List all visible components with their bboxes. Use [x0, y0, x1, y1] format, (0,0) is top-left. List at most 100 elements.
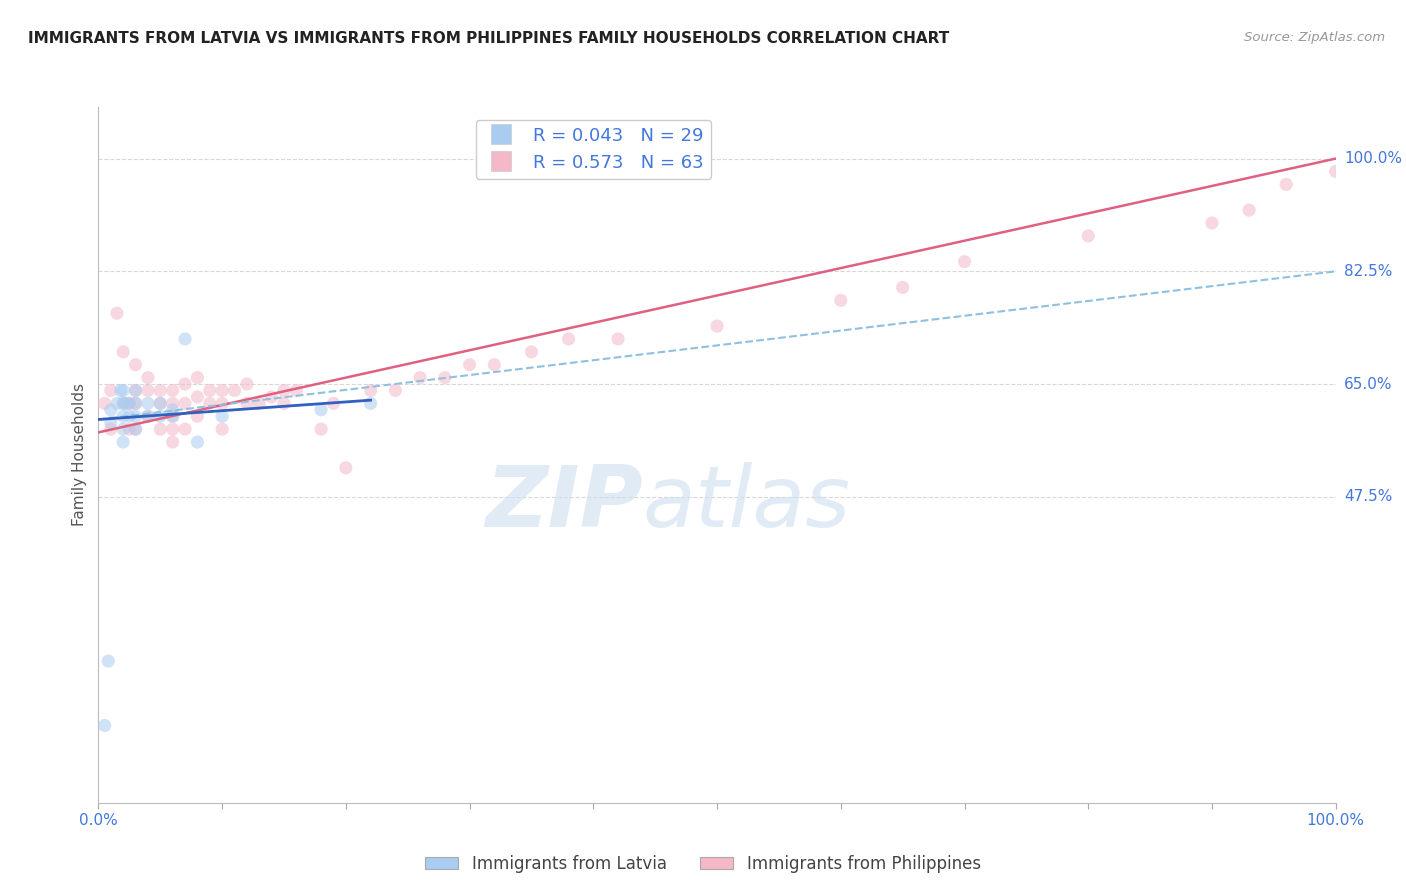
- Point: [174, 332, 197, 346]
- Point: [211, 422, 233, 436]
- Point: [162, 409, 184, 424]
- Point: [136, 409, 159, 424]
- Point: [174, 396, 197, 410]
- Point: [112, 435, 135, 450]
- Point: [309, 402, 332, 417]
- Point: [260, 390, 283, 404]
- Point: [174, 377, 197, 392]
- Text: 65.0%: 65.0%: [1344, 376, 1392, 392]
- Point: [112, 422, 135, 436]
- Point: [100, 416, 122, 430]
- Point: [105, 396, 128, 410]
- Point: [93, 718, 115, 732]
- Point: [273, 396, 295, 410]
- Point: [706, 319, 728, 334]
- Point: [1324, 164, 1347, 178]
- Point: [136, 396, 159, 410]
- Point: [136, 409, 159, 424]
- Point: [112, 384, 135, 398]
- Legend: R = 0.043   N = 29, R = 0.573   N = 63: R = 0.043 N = 29, R = 0.573 N = 63: [475, 120, 711, 179]
- Point: [273, 384, 295, 398]
- Point: [118, 396, 141, 410]
- Point: [149, 396, 172, 410]
- Point: [93, 396, 115, 410]
- Point: [105, 306, 128, 320]
- Point: [112, 396, 135, 410]
- Point: [186, 435, 208, 450]
- Point: [198, 396, 221, 410]
- Text: 47.5%: 47.5%: [1344, 490, 1392, 504]
- Point: [124, 422, 146, 436]
- Point: [1275, 178, 1298, 192]
- Point: [114, 396, 136, 410]
- Point: [247, 396, 270, 410]
- Point: [149, 409, 172, 424]
- Point: [124, 384, 146, 398]
- Point: [118, 409, 141, 424]
- Point: [162, 384, 184, 398]
- Text: Source: ZipAtlas.com: Source: ZipAtlas.com: [1244, 31, 1385, 45]
- Point: [118, 422, 141, 436]
- Point: [162, 422, 184, 436]
- Point: [520, 344, 543, 359]
- Point: [224, 384, 246, 398]
- Point: [484, 358, 506, 372]
- Point: [118, 396, 141, 410]
- Point: [124, 409, 146, 424]
- Point: [162, 409, 184, 424]
- Point: [100, 402, 122, 417]
- Point: [211, 409, 233, 424]
- Point: [1201, 216, 1223, 230]
- Point: [149, 396, 172, 410]
- Point: [360, 396, 382, 410]
- Point: [891, 280, 914, 294]
- Point: [162, 402, 184, 417]
- Point: [124, 396, 146, 410]
- Point: [149, 384, 172, 398]
- Y-axis label: Family Households: Family Households: [72, 384, 87, 526]
- Point: [198, 384, 221, 398]
- Point: [211, 396, 233, 410]
- Point: [124, 396, 146, 410]
- Point: [830, 293, 852, 308]
- Point: [162, 396, 184, 410]
- Text: atlas: atlas: [643, 462, 851, 545]
- Text: IMMIGRANTS FROM LATVIA VS IMMIGRANTS FROM PHILIPPINES FAMILY HOUSEHOLDS CORRELAT: IMMIGRANTS FROM LATVIA VS IMMIGRANTS FRO…: [28, 31, 949, 46]
- Point: [309, 422, 332, 436]
- Point: [458, 358, 481, 372]
- Point: [136, 384, 159, 398]
- Text: 100.0%: 100.0%: [1344, 151, 1402, 166]
- Text: 82.5%: 82.5%: [1344, 264, 1392, 279]
- Point: [1077, 228, 1099, 243]
- Point: [236, 396, 259, 410]
- Point: [607, 332, 630, 346]
- Point: [100, 422, 122, 436]
- Point: [384, 384, 406, 398]
- Point: [124, 358, 146, 372]
- Point: [136, 370, 159, 384]
- Point: [112, 409, 135, 424]
- Point: [557, 332, 579, 346]
- Point: [186, 409, 208, 424]
- Point: [100, 384, 122, 398]
- Point: [110, 384, 132, 398]
- Point: [124, 384, 146, 398]
- Point: [174, 422, 197, 436]
- Point: [186, 370, 208, 384]
- Point: [97, 654, 120, 668]
- Point: [335, 460, 357, 475]
- Point: [433, 370, 456, 384]
- Point: [162, 435, 184, 450]
- Point: [236, 377, 259, 392]
- Point: [322, 396, 344, 410]
- Point: [953, 254, 976, 268]
- Point: [149, 422, 172, 436]
- Point: [112, 396, 135, 410]
- Point: [124, 422, 146, 436]
- Point: [186, 390, 208, 404]
- Point: [285, 384, 308, 398]
- Point: [360, 384, 382, 398]
- Point: [1237, 203, 1260, 218]
- Legend: Immigrants from Latvia, Immigrants from Philippines: Immigrants from Latvia, Immigrants from …: [419, 848, 987, 880]
- Point: [112, 344, 135, 359]
